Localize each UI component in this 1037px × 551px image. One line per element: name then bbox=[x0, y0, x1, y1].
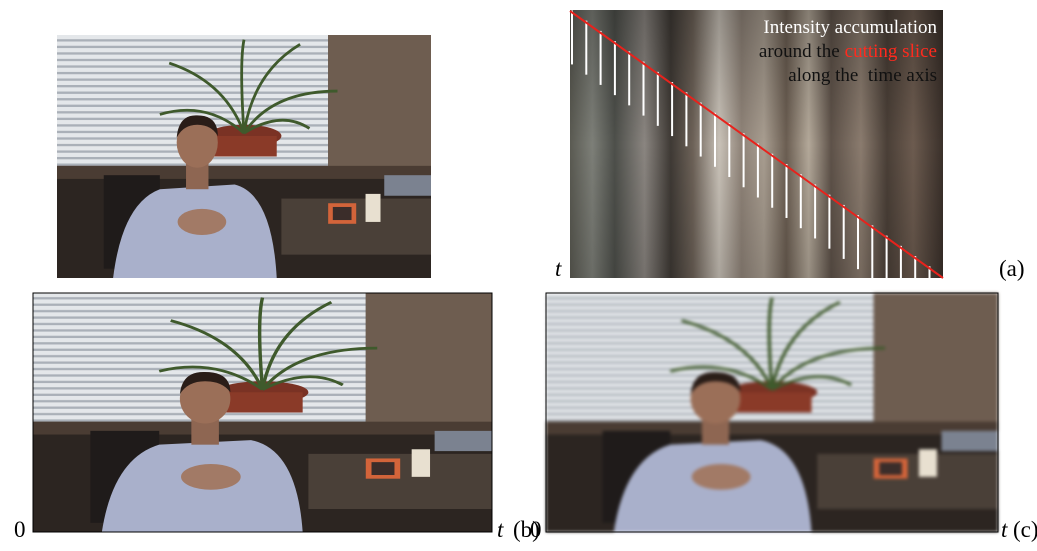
annotation-highlight: cutting slice bbox=[845, 41, 937, 62]
annotation-text: around the bbox=[759, 41, 840, 62]
panel-label: (a) bbox=[999, 256, 1025, 281]
start-label: 0 bbox=[14, 517, 26, 542]
axis-label: t bbox=[555, 256, 562, 281]
result-frame-c bbox=[546, 293, 998, 532]
input-frame bbox=[57, 35, 431, 278]
annotation-line: along the time axis bbox=[788, 65, 937, 86]
end-label: t bbox=[497, 517, 504, 542]
end-label: t bbox=[1001, 517, 1008, 542]
figure: Intensity accumulation around thecutting… bbox=[0, 0, 1037, 546]
annotation-line: Intensity accumulation bbox=[763, 17, 937, 38]
page: Intensity accumulation around thecutting… bbox=[0, 0, 1037, 546]
result-frame-b bbox=[33, 293, 492, 532]
panel-label: (c) bbox=[1013, 517, 1037, 542]
start-label: 0 bbox=[530, 517, 542, 542]
